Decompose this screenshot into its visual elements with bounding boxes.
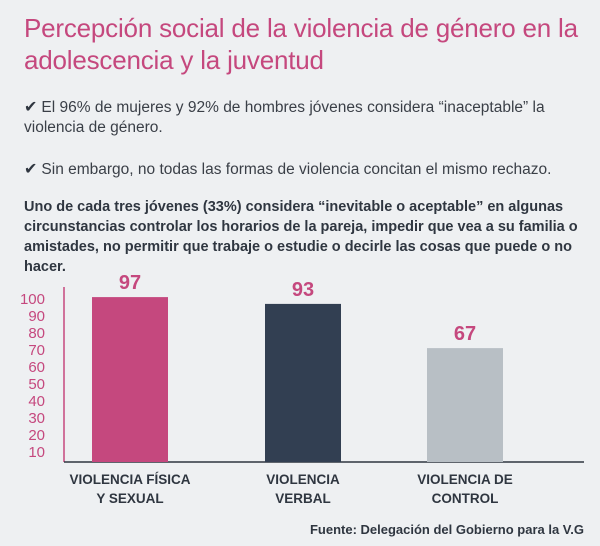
y-tick-label: 80 <box>28 325 45 342</box>
category-label: CONTROL <box>432 491 499 506</box>
bar-value-label: 97 <box>119 272 141 294</box>
y-tick-label: 60 <box>28 359 45 376</box>
bar <box>427 348 503 462</box>
category-label: VIOLENCIA FÍSICA <box>69 472 190 487</box>
y-tick-label: 10 <box>28 444 45 461</box>
y-tick-label: 90 <box>28 308 45 325</box>
category-label: VERBAL <box>275 491 331 506</box>
y-tick-label: 20 <box>28 427 45 444</box>
category-label: Y SEXUAL <box>96 491 163 506</box>
y-tick-label: 70 <box>28 342 45 359</box>
category-label: VIOLENCIA <box>266 472 340 487</box>
category-label: VIOLENCIA DE <box>417 472 513 487</box>
y-tick-label: 30 <box>28 410 45 427</box>
checkmark-icon: ✔ <box>24 161 38 178</box>
bullet-text: Sin embargo, no todas las formas de viol… <box>41 161 552 178</box>
source-note: Fuente: Delegación del Gobierno para la … <box>309 522 584 537</box>
y-tick-label: 100 <box>20 291 45 308</box>
bullet-item: ✔ El 96% de mujeres y 92% de hombres jóve… <box>24 98 584 138</box>
bar-value-label: 93 <box>292 279 314 301</box>
page-title: Percepción social de la violencia de gén… <box>24 13 578 75</box>
y-tick-label: 50 <box>28 376 45 393</box>
y-tick-label: 40 <box>28 393 45 410</box>
bullet-item: ✔ Sin embargo, no todas las formas de vio… <box>24 160 584 180</box>
bar <box>92 297 168 462</box>
bar <box>265 303 341 462</box>
bullet-text: El 96% de mujeres y 92% de hombres jóven… <box>24 99 545 136</box>
summary-paragraph: Uno de cada tres jóvenes (33%) considera… <box>24 199 578 275</box>
bar-value-label: 67 <box>454 323 476 345</box>
checkmark-icon: ✔ <box>24 99 38 116</box>
